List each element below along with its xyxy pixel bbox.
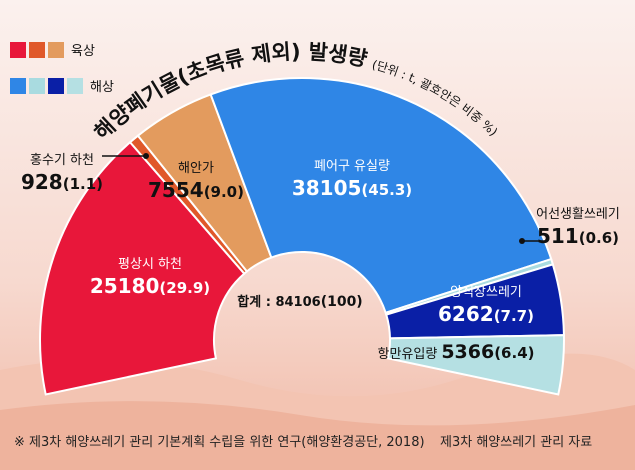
percent-label: (1.1) — [63, 175, 103, 193]
legend-swatch — [48, 78, 64, 94]
segment-value: 511(0.6) — [537, 224, 619, 248]
percent-label: (6.4) — [494, 344, 534, 362]
leader-dot — [519, 238, 525, 244]
value-label: 38105 — [292, 176, 362, 200]
segment — [39, 140, 246, 396]
legend-swatch — [10, 42, 26, 58]
segment — [386, 334, 565, 396]
legend-swatch — [29, 42, 45, 58]
legend-label: 육상 — [71, 44, 95, 59]
legend-swatch — [10, 78, 26, 94]
category-label: 양식장쓰레기 — [450, 285, 522, 300]
segment-value: 38105(45.3) — [292, 176, 412, 200]
total-value: 84106 — [275, 295, 320, 310]
category-label: 평상시 하천 — [118, 257, 182, 272]
value-label: 25180 — [90, 274, 160, 298]
segment-value: 7554(9.0) — [148, 178, 244, 202]
legend-label: 해상 — [90, 80, 114, 95]
segment-label: 항만유입량 5366(6.4) — [378, 341, 535, 363]
percent-label: (7.7) — [494, 307, 534, 325]
value-label: 7554 — [148, 178, 204, 202]
value-label: 5366 — [441, 341, 494, 363]
percent-label: (0.6) — [579, 229, 619, 247]
leader-dot — [143, 153, 149, 159]
legend-swatch — [48, 42, 64, 58]
segment-value: 25180(29.9) — [90, 274, 210, 298]
segment — [209, 77, 553, 315]
legend-swatch — [29, 78, 45, 94]
total-label: 합계 : — [237, 294, 275, 310]
category-label: 홍수기 하천 — [30, 153, 94, 168]
total-percent: (100) — [321, 294, 363, 310]
source: 제3차 해양쓰레기 관리 자료 — [440, 435, 592, 450]
value-label: 511 — [537, 224, 579, 248]
percent-label: (45.3) — [361, 181, 412, 199]
total: 합계 : 84106(100) — [237, 294, 362, 310]
percent-label: (9.0) — [204, 183, 244, 201]
legend-swatch — [67, 78, 83, 94]
category-label: 항만유입량 — [378, 347, 438, 362]
value-label: 928 — [21, 170, 63, 194]
category-label: 해안가 — [178, 161, 214, 176]
percent-label: (29.9) — [159, 279, 210, 297]
value-label: 6262 — [438, 302, 494, 326]
segment-value: 928(1.1) — [21, 170, 103, 194]
category-label: 폐어구 유실량 — [314, 159, 390, 174]
half-donut — [39, 77, 565, 396]
category-label: 어선생활쓰레기 — [536, 207, 620, 222]
segment-value: 6262(7.7) — [438, 302, 534, 326]
footnote: ※ 제3차 해양쓰레기 관리 기본계획 수립을 위한 연구(해양환경공단, 20… — [14, 435, 425, 450]
sand-wave — [0, 401, 635, 470]
